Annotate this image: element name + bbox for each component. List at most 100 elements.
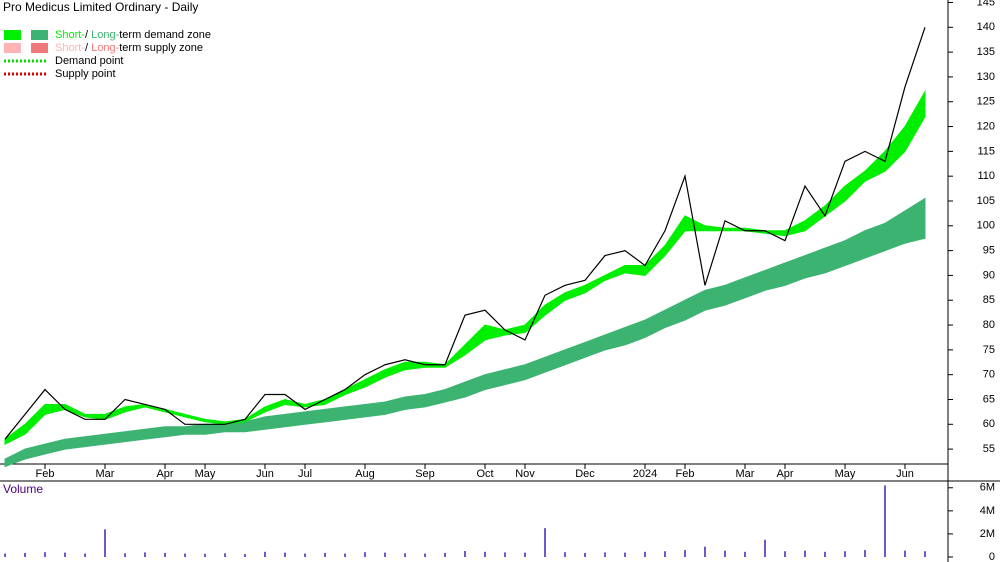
volume-bar [884,485,886,557]
legend-swatch [31,43,48,53]
volume-bar [484,551,486,557]
volume-bar [324,552,326,557]
y-tick-label: 135 [977,46,995,58]
long-term-zone [4,197,926,468]
legend-swatch [4,30,21,40]
y-tick-label: 145 [977,0,995,8]
x-tick-label: Jun [896,468,914,480]
legend-text: / [85,42,91,54]
x-tick-label: May [195,468,216,480]
legend-text: Supply point [55,68,116,80]
x-tick-label: Dec [575,468,595,480]
chart-title: Pro Medicus Limited Ordinary - Daily [3,0,198,14]
y-tick-label: 95 [983,245,995,257]
x-tick-label: Jul [298,468,312,480]
volume-bar [684,550,686,557]
y-tick-label: 120 [977,120,995,132]
y-tick-label: 125 [977,96,995,108]
volume-bar [784,551,786,557]
volume-bar [84,553,86,557]
y-tick-label: 140 [977,21,995,33]
legend-text: Long- [91,42,119,54]
volume-bar [664,551,666,557]
volume-bar [544,528,546,557]
y-tick-label: 0 [989,551,995,562]
x-tick-label: Apr [156,468,173,480]
volume-bar [44,552,46,557]
price-line [4,27,926,440]
legend-label: Demand point [55,55,124,67]
y-tick-label: 60 [983,418,995,430]
y-tick-label: 65 [983,393,995,405]
volume-bar [364,552,366,557]
y-tick-label: 130 [977,71,995,83]
volume-bar [704,546,706,557]
volume-bar [264,551,266,557]
y-tick-label: 80 [983,319,995,331]
volume-bar [184,553,186,557]
x-tick-label: Feb [36,468,55,480]
y-tick-label: 110 [977,170,995,182]
legend-text: Short- [55,42,85,54]
volume-bar [724,550,726,557]
volume-bar [344,553,346,557]
y-tick-label: 2M [980,528,995,540]
volume-bar [744,551,746,557]
x-tick-label: Oct [476,468,493,480]
volume-bar [284,552,286,557]
volume-bar [644,551,646,557]
y-tick-label: 75 [983,344,995,356]
volume-bar [64,552,66,557]
volume-bar [764,539,766,557]
legend-label: Short-/ Long-term supply zone [55,42,203,54]
volume-bar [524,552,526,557]
x-tick-label: May [835,468,856,480]
volume-title: Volume [3,482,43,496]
legend-label: Supply point [55,68,116,80]
y-tick-label: 100 [977,220,995,232]
volume-bar [464,551,466,557]
legend-text: Long- [91,29,119,41]
volume-bar [904,550,906,557]
x-tick-label: Feb [676,468,695,480]
volume-bar [224,553,226,557]
x-tick-label: Jun [256,468,274,480]
x-tick-label: 2024 [633,468,657,480]
x-tick-label: Nov [515,468,535,480]
x-tick-label: Mar [96,468,115,480]
volume-bar [124,553,126,557]
volume-bar [424,553,426,557]
volume-bar [584,552,586,557]
volume-bar [204,553,206,557]
y-tick-label: 55 [983,443,995,455]
volume-bar [864,550,866,557]
volume-bar [564,552,566,557]
volume-bar [444,552,446,557]
legend-swatch [31,30,48,40]
y-tick-label: 105 [977,195,995,207]
short-term-zone [4,89,926,445]
volume-bar [4,553,6,557]
volume-bar [304,553,306,557]
x-tick-label: Sep [415,468,435,480]
volume-bar [844,551,846,557]
x-tick-label: Apr [776,468,793,480]
volume-bar [804,550,806,557]
y-tick-label: 115 [977,145,995,157]
volume-bar [604,552,606,557]
legend-label: Short-/ Long-term demand zone [55,29,211,41]
y-tick-label: 4M [980,505,995,517]
volume-bar [924,551,926,557]
x-tick-label: Mar [736,468,755,480]
x-tick-label: Aug [355,468,375,480]
legend-text: term supply zone [119,42,203,54]
volume-bar [824,551,826,557]
volume-bar [144,552,146,557]
y-tick-label: 85 [983,294,995,306]
legend-text: term demand zone [119,29,211,41]
volume-bar [24,552,26,557]
y-tick-label: 90 [983,269,995,281]
volume-bar [164,552,166,557]
